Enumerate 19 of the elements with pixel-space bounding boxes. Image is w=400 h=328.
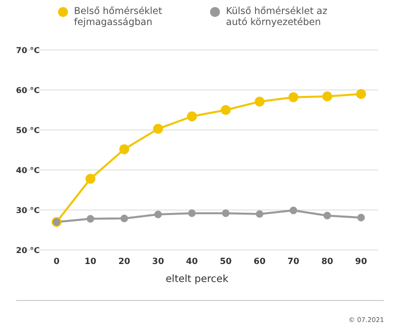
x-tick-label: 50 xyxy=(220,257,232,268)
x-tick-label: 30 xyxy=(152,257,164,268)
x-tick-label: 80 xyxy=(321,257,334,268)
x-tick-label: 40 xyxy=(186,257,198,268)
y-tick-label: 40 °C xyxy=(16,166,40,175)
x-axis-title: eltelt percek xyxy=(166,274,229,285)
x-tick-label: 90 xyxy=(355,257,368,268)
y-tick-label: 50 °C xyxy=(16,126,40,135)
x-tick-label: 20 xyxy=(118,257,130,268)
y-tick-label: 60 °C xyxy=(16,86,40,95)
x-tick-label: 0 xyxy=(54,257,60,268)
x-tick-label: 70 xyxy=(288,257,300,268)
legend-label: Belső hőmérséklet fejmagasságban xyxy=(74,6,164,28)
x-tick-label: 10 xyxy=(84,257,96,268)
y-tick-label: 70 °C xyxy=(16,46,40,55)
y-tick-label: 30 °C xyxy=(16,206,40,215)
y-tick-label: 20 °C xyxy=(16,246,40,255)
x-tick-label: 60 xyxy=(254,257,266,268)
legend-label: Külső hőmérséklet az autó környezetében xyxy=(226,6,328,28)
